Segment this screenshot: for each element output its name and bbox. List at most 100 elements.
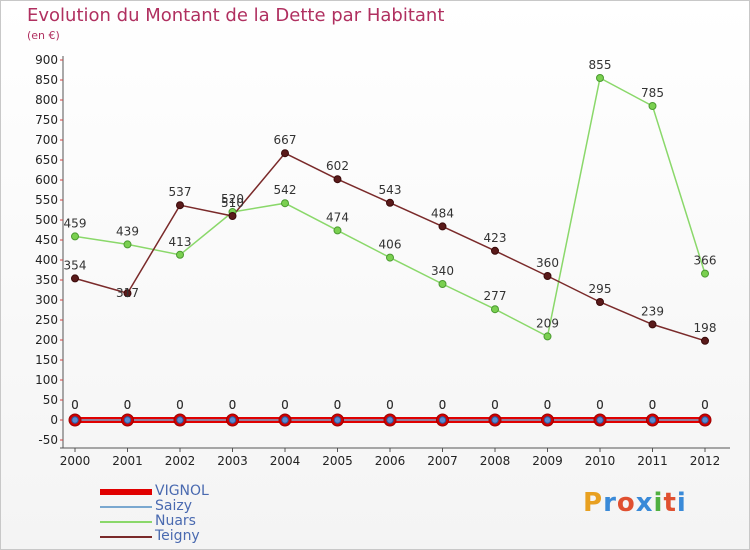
proxiti-logo[interactable]: Proxiti: [583, 488, 687, 518]
data-label-saizy: 0: [176, 398, 184, 412]
data-label-saizy: 0: [701, 398, 709, 412]
data-point-teigny: [123, 289, 132, 298]
data-label-vignol: 0: [386, 398, 394, 412]
data-label-teigny: 239: [641, 304, 664, 318]
data-point-teigny: [281, 149, 289, 158]
data-label-nuars: 439: [116, 224, 139, 238]
data-point-nuars: [71, 232, 79, 241]
y-tick-label: 200: [35, 333, 58, 347]
data-label-saizy: 0: [491, 398, 499, 412]
data-point-saizy: [701, 416, 709, 424]
data-label-teigny: 602: [326, 159, 349, 173]
x-tick-label: 2010: [585, 454, 616, 468]
x-tick-label: 2007: [427, 454, 458, 468]
data-label-nuars: 209: [536, 316, 559, 330]
data-label-vignol: 0: [124, 398, 132, 412]
data-label-saizy: 0: [439, 398, 447, 412]
data-label-nuars: 340: [431, 264, 454, 278]
data-label-vignol: 0: [229, 398, 237, 412]
data-label-teigny: 423: [484, 231, 507, 245]
data-point-saizy: [543, 416, 552, 424]
data-label-nuars: 277: [484, 289, 507, 303]
y-tick-label: 700: [35, 133, 58, 147]
data-point-nuars: [701, 269, 709, 278]
logo-letter: x: [635, 488, 654, 518]
data-point-nuars: [123, 240, 132, 249]
y-tick-label: 600: [35, 173, 58, 187]
data-point-nuars: [491, 305, 499, 314]
data-label-teigny: 295: [589, 282, 612, 296]
x-tick-label: 2011: [637, 454, 668, 468]
legend-label: Nuars: [155, 513, 196, 529]
data-point-saizy: [71, 416, 79, 424]
y-tick-label: 550: [35, 193, 58, 207]
data-label-saizy: 0: [596, 398, 604, 412]
data-point-teigny: [228, 212, 237, 220]
legend-swatch-teigny: [100, 536, 152, 538]
x-tick-label: 2002: [165, 454, 196, 468]
x-tick-label: 2008: [480, 454, 511, 468]
data-point-teigny: [648, 320, 657, 329]
data-label-saizy: 0: [124, 398, 132, 412]
y-tick-label: 900: [35, 53, 58, 67]
data-label-vignol: 0: [439, 398, 447, 412]
data-point-nuars: [281, 199, 289, 208]
logo-letter: P: [583, 488, 604, 518]
data-point-teigny: [176, 201, 184, 210]
data-label-teigny: 360: [536, 256, 559, 270]
data-point-nuars: [543, 332, 552, 341]
data-label-vignol: 0: [176, 398, 184, 412]
data-point-nuars: [438, 280, 447, 288]
data-label-vignol: 0: [71, 398, 79, 412]
y-tick-label: 0: [50, 413, 58, 427]
data-label-saizy: 0: [544, 398, 552, 412]
data-label-nuars: 413: [169, 235, 192, 249]
data-point-saizy: [228, 416, 237, 424]
y-tick-label: -50: [38, 433, 58, 447]
data-label-teigny: 484: [431, 206, 454, 220]
y-tick-label: 650: [35, 153, 58, 167]
data-point-nuars: [176, 250, 184, 259]
legend-label: VIGNOL: [155, 483, 209, 499]
data-label-vignol: 0: [281, 398, 289, 412]
data-label-teigny: 510: [221, 196, 244, 210]
y-tick-label: 300: [35, 293, 58, 307]
series-line-nuars: [74, 76, 706, 338]
logo-letter: t: [663, 488, 677, 518]
legend-swatch-saizy: [100, 506, 152, 508]
data-label-nuars: 366: [694, 254, 717, 268]
data-label-teigny: 354: [64, 258, 87, 272]
data-point-nuars: [386, 253, 394, 262]
logo-letter: o: [616, 488, 636, 518]
y-tick-label: 50: [43, 393, 58, 407]
data-point-nuars: [648, 102, 657, 110]
data-label-vignol: 0: [596, 398, 604, 412]
data-point-teigny: [491, 246, 499, 255]
data-label-vignol: 0: [491, 398, 499, 412]
data-point-teigny: [333, 175, 342, 184]
chart-subtitle: (en €): [27, 29, 60, 42]
data-point-nuars: [596, 74, 604, 82]
x-tick-label: 2000: [60, 454, 91, 468]
data-label-saizy: 0: [281, 398, 289, 412]
data-label-nuars: 785: [641, 86, 664, 100]
data-label-teigny: 317: [116, 286, 139, 300]
data-label-saizy: 0: [229, 398, 237, 412]
data-point-teigny: [71, 274, 79, 283]
data-point-teigny: [701, 336, 709, 345]
y-tick-label: 850: [35, 73, 58, 87]
data-point-nuars: [333, 226, 342, 235]
chart-title: Evolution du Montant de la Dette par Hab…: [27, 5, 445, 26]
y-tick-label: 100: [35, 373, 58, 387]
data-point-saizy: [333, 416, 342, 424]
data-label-saizy: 0: [386, 398, 394, 412]
logo-letter: i: [676, 488, 687, 518]
data-label-vignol: 0: [544, 398, 552, 412]
y-tick-label: 750: [35, 113, 58, 127]
x-tick-label: 2004: [270, 454, 301, 468]
legend-swatch-vignol: [100, 489, 152, 495]
y-tick-label: 500: [35, 213, 58, 227]
y-tick-label: 800: [35, 93, 58, 107]
y-tick-label: 400: [35, 253, 58, 267]
